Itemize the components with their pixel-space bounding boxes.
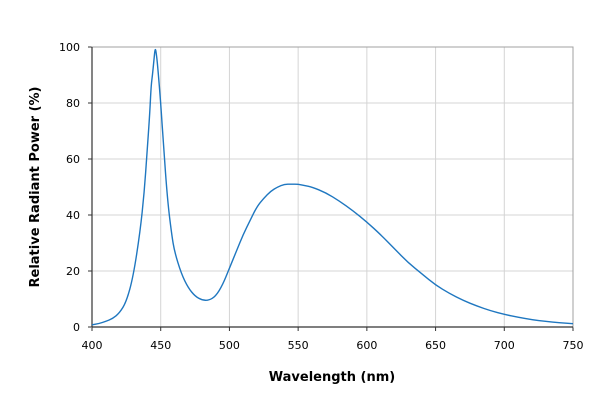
x-tick-label: 650 <box>425 339 446 352</box>
x-tick-label: 500 <box>219 339 240 352</box>
series-line <box>91 48 574 326</box>
plot-frame <box>91 46 574 328</box>
x-tick-labels: 400 450 500 550 600 650 700 750 <box>82 339 584 352</box>
y-tick-label: 100 <box>59 41 80 54</box>
y-tick-label: 80 <box>66 97 80 110</box>
y-tick-label: 40 <box>66 209 80 222</box>
y-tick-label: 20 <box>66 265 80 278</box>
y-tick-label: 60 <box>66 153 80 166</box>
grid-lines <box>88 46 574 331</box>
series-group <box>91 48 574 326</box>
x-tick-label: 750 <box>563 339 584 352</box>
y-tick-label: 0 <box>73 321 80 334</box>
x-tick-label: 450 <box>150 339 171 352</box>
x-tick-label: 400 <box>82 339 103 352</box>
y-axis-title: Relative Radiant Power (%) <box>28 87 43 288</box>
x-tick-label: 700 <box>494 339 515 352</box>
y-tick-labels: 0 20 40 60 80 100 <box>59 41 80 334</box>
x-tick-label: 600 <box>356 339 377 352</box>
x-tick-label: 550 <box>288 339 309 352</box>
x-axis-title: Wavelength (nm) <box>269 370 395 385</box>
